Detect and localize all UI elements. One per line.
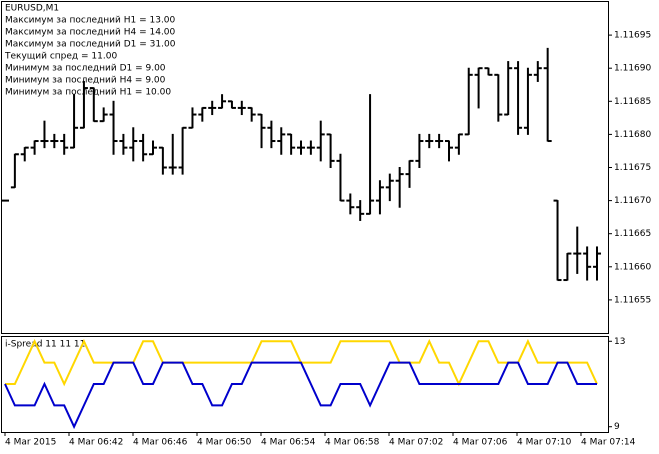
y-tick-label: 1.11695: [614, 31, 651, 41]
x-tick-label: 4 Mar 06:50: [197, 438, 252, 448]
y-tick-label: 1.11655: [614, 295, 651, 305]
series-line: [4, 361, 597, 430]
indicator-title: i-Spread 11 11 11: [5, 340, 85, 350]
main-panel: [1, 1, 609, 334]
info-line: Максимум за последний H4 = 14.00: [5, 28, 176, 38]
y-tick-label: 9: [614, 422, 620, 432]
y-tick-label: 1.11670: [614, 196, 651, 206]
y-tick-label: 1.11690: [614, 64, 651, 74]
chart-title: EURUSD,M1: [5, 4, 59, 14]
info-line: Максимум за последний H1 = 13.00: [5, 16, 176, 26]
x-tick-label: 4 Mar 07:02: [389, 438, 443, 448]
info-line: Максимум за последний D1 = 31.00: [5, 40, 176, 50]
y-tick-label: 1.11680: [614, 130, 651, 140]
info-line: Текущий спред = 11.00: [4, 52, 117, 62]
x-tick-label: 4 Mar 07:06: [453, 438, 508, 448]
x-tick-label: 4 Mar 07:10: [517, 438, 572, 448]
y-tick-label: 13: [614, 337, 625, 347]
x-tick-label: 4 Mar 06:46: [133, 438, 188, 448]
y-tick-label: 1.11685: [614, 97, 651, 107]
info-line: Минимум за последний H4 = 9.00: [5, 76, 166, 86]
x-tick-label: 4 Mar 06:42: [69, 438, 123, 448]
x-tick-label: 4 Mar 06:58: [325, 438, 380, 448]
x-tick-label: 4 Mar 07:14: [581, 438, 636, 448]
y-tick-label: 1.11660: [614, 262, 651, 272]
info-line: Минимум за последний D1 = 9.00: [5, 64, 166, 74]
x-tick-label: 4 Mar 2015: [5, 438, 56, 448]
y-tick-label: 1.11665: [614, 229, 651, 239]
info-line: Минимум за последний H1 = 10.00: [5, 88, 171, 98]
y-tick-label: 1.11675: [614, 163, 651, 173]
x-tick-label: 4 Mar 06:54: [261, 438, 316, 448]
